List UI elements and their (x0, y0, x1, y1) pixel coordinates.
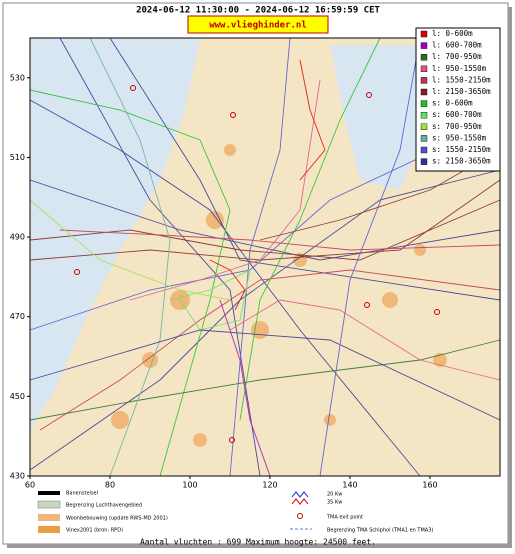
legend-label: l: 0-600m (432, 29, 473, 38)
legend-label: s: 700-950m (432, 122, 482, 131)
legend-swatch (420, 111, 428, 119)
flight-tracks (29, 37, 501, 477)
key-label: 20 Kw (327, 492, 342, 498)
legend-swatch (420, 30, 428, 38)
title: 2024-06-12 11:30:00 - 2024-06-12 16:59:5… (136, 6, 380, 16)
legend-swatch (420, 77, 428, 84)
legend-swatch (420, 65, 428, 73)
x-tick-label: 80 (105, 481, 115, 490)
legend-swatch (420, 88, 428, 96)
legend-label: l: 700-950m (432, 52, 482, 61)
legend-label: l: 600-700m (432, 41, 482, 50)
key-swatch (37, 500, 61, 509)
axis-ticks: 430 450 470 490 510 530 60 80 100 120 140 160 (10, 73, 438, 489)
lake (330, 45, 430, 190)
legend-label: s: 950-1550m (432, 133, 487, 142)
key-label: Banenstelsel (66, 491, 98, 497)
legend-box (415, 27, 501, 172)
x-tick-label: 160 (422, 481, 437, 490)
site-box (187, 15, 329, 34)
key-icon (291, 498, 309, 505)
legend-swatch (420, 123, 428, 131)
footer: Aantal vluchten : 699 Maximum hoogte: 24… (140, 538, 376, 547)
urban (111, 144, 447, 447)
shadow (7, 544, 512, 548)
y-tick-label: 450 (10, 392, 25, 401)
x-tick-label: 100 (182, 481, 197, 490)
key-label: Begrenzing TMA Schiphol (TMA1 en TMA3) (327, 528, 433, 534)
key-label: Woonbebouwing (update RWS-MD 2001) (66, 516, 168, 522)
legend-swatch (420, 146, 428, 154)
legend-swatch (420, 135, 428, 142)
y-tick-label: 430 (10, 472, 25, 481)
key-label: 35 Kw (327, 500, 342, 506)
key-swatch (38, 514, 60, 521)
key-label: Vinex2001 (bron: RPD) (66, 528, 123, 534)
legend-label: s: 600-700m (432, 110, 482, 119)
key-label: TMA exit point (326, 515, 363, 521)
x-tick-label: 140 (342, 481, 357, 490)
legend-swatch (420, 158, 428, 165)
y-tick-label: 510 (10, 153, 25, 162)
y-tick-label: 530 (10, 73, 25, 82)
key-icon (297, 513, 303, 519)
key-swatch (38, 491, 60, 495)
tma-exit-points (74, 85, 440, 443)
site-link[interactable]: www.vlieghinder.nl (209, 20, 307, 31)
legend-label: l: 1550-2150m (432, 75, 491, 84)
legend-label: s: 0-600m (432, 99, 473, 108)
legend-label: s: 2150-3650m (432, 157, 491, 166)
legend-swatch (420, 100, 428, 107)
legend-swatch (420, 54, 428, 61)
map-key: Banenstelsel Begrenzing Luchthavengebied… (37, 491, 433, 534)
legend-label: s: 1550-2150m (432, 145, 491, 154)
legend-label: l: 2150-3650m (432, 87, 491, 96)
key-icon (291, 491, 309, 498)
y-tick-label: 470 (10, 312, 25, 321)
map-border (29, 37, 501, 477)
x-tick-label: 120 (262, 481, 277, 490)
y-tick-label: 490 (10, 233, 25, 242)
shadow (508, 7, 512, 547)
x-tick-label: 60 (25, 481, 35, 490)
legend-swatch (420, 42, 428, 49)
key-label: Begrenzing Luchthavengebied (66, 503, 142, 509)
legend-label: l: 950-1550m (432, 64, 487, 73)
legend: l: 0-600m l: 600-700m l: 700-950m l: 950-15… (420, 29, 491, 166)
key-swatch (38, 526, 60, 533)
